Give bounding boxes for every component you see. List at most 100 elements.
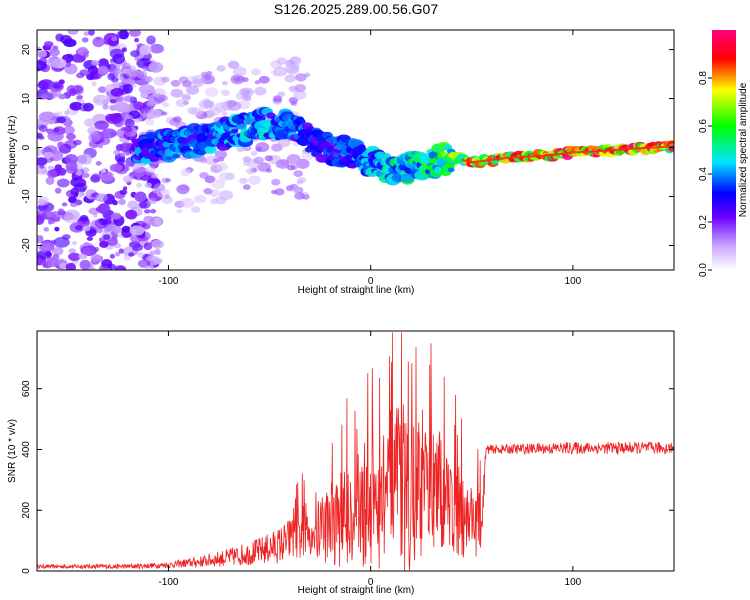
noise-speckle [61, 202, 68, 207]
noise-speckle [122, 62, 131, 70]
noise-speckle [132, 244, 143, 252]
colorbar-scale [712, 30, 736, 270]
noise-speckle [129, 225, 145, 236]
noise-speckle [271, 189, 277, 195]
ridge-mark [172, 153, 181, 159]
noise-speckle [137, 251, 145, 258]
noise-speckle [194, 194, 207, 204]
noise-speckle [62, 234, 71, 240]
noise-speckle [63, 125, 75, 135]
snr-panel: -100 0 100 0 200 400 600 Height of straight li… [7, 330, 675, 596]
noise-speckle [250, 151, 258, 156]
noise-speckle [120, 126, 127, 132]
noise-speckle [64, 63, 78, 75]
y-tick-label: -10 [21, 189, 32, 204]
noise-speckle [95, 36, 101, 41]
noise-speckle [264, 155, 273, 162]
x-tick-label: -100 [158, 577, 178, 588]
noise-speckle [296, 179, 304, 185]
noise-speckle [64, 154, 78, 164]
noise-speckle [284, 74, 297, 83]
noise-speckle [116, 128, 131, 139]
noise-speckle [82, 102, 94, 112]
noise-speckle [210, 198, 219, 205]
noise-speckle [154, 217, 162, 226]
noise-speckle [293, 170, 304, 178]
noise-speckle [191, 206, 201, 213]
noise-speckle [198, 99, 213, 110]
noise-speckle [125, 209, 138, 220]
noise-speckle [64, 110, 70, 116]
noise-speckle [68, 252, 81, 261]
noise-speckle [72, 241, 77, 246]
noise-speckle [211, 179, 226, 190]
noise-speckle [113, 149, 121, 156]
y-tick-label: 600 [21, 380, 32, 397]
noise-speckle [134, 191, 147, 203]
noise-speckle [123, 175, 133, 183]
noise-speckle [59, 263, 66, 268]
spectrogram-ylabel: Frequency (Hz) [7, 116, 18, 185]
noise-speckle [186, 85, 200, 95]
noise-speckle [109, 253, 115, 259]
noise-speckle [92, 94, 109, 106]
noise-speckle [37, 133, 43, 139]
noise-speckle [187, 107, 198, 115]
noise-speckle [90, 173, 101, 182]
noise-speckle [144, 209, 151, 214]
noise-speckle [246, 168, 255, 175]
noise-speckle [40, 93, 48, 100]
noise-speckle [161, 111, 168, 116]
noise-speckle [199, 172, 209, 179]
noise-speckle [114, 101, 127, 110]
noise-speckle [215, 196, 227, 205]
noise-speckle [56, 116, 67, 124]
noise-speckle [242, 156, 251, 163]
y-tick-label: 400 [21, 441, 32, 458]
noise-speckle [143, 242, 153, 251]
noise-speckle [59, 94, 66, 100]
noise-speckle [38, 199, 46, 206]
noise-speckle [160, 76, 170, 83]
noise-speckle [180, 197, 195, 208]
noise-speckle [150, 208, 157, 214]
noise-speckle [180, 168, 191, 177]
noise-speckle [82, 262, 94, 270]
noise-speckle [52, 247, 64, 256]
ridge-core-line [461, 145, 674, 164]
noise-speckle [274, 188, 285, 196]
noise-speckle [230, 74, 245, 85]
noise-speckle [200, 71, 209, 78]
snr-frame [36, 330, 675, 572]
noise-speckle [143, 215, 155, 225]
noise-speckle [52, 82, 63, 90]
noise-speckle [251, 68, 261, 76]
noise-speckle [70, 103, 77, 109]
noise-speckle [63, 38, 77, 48]
y-tick-label: 0 [21, 568, 32, 574]
noise-speckle [204, 87, 219, 97]
noise-speckle [214, 150, 227, 159]
noise-speckle [38, 124, 48, 133]
noise-speckle [82, 52, 89, 58]
noise-speckle [213, 158, 220, 163]
snr-axes: -100 0 100 0 200 400 600 [21, 331, 674, 588]
noise-speckle [102, 234, 111, 240]
colorbar-tick-label: 0.6 [698, 119, 709, 133]
noise-speckle [83, 242, 90, 247]
noise-speckle [37, 235, 44, 244]
noise-speckle [301, 151, 314, 161]
noise-speckle [294, 84, 306, 92]
y-tick-label: 20 [21, 44, 32, 56]
noise-speckle [134, 37, 140, 43]
x-tick-label: 100 [565, 577, 582, 588]
noise-speckle [65, 161, 78, 172]
ridge-mark [358, 144, 366, 150]
noise-speckle [153, 183, 166, 192]
noise-speckle [99, 137, 111, 145]
noise-speckle [68, 248, 77, 254]
noise-speckle [254, 80, 261, 85]
noise-speckle [98, 86, 107, 93]
noise-speckle [97, 143, 104, 149]
colorbar-label: Normalized spectral amplitude [738, 82, 749, 217]
